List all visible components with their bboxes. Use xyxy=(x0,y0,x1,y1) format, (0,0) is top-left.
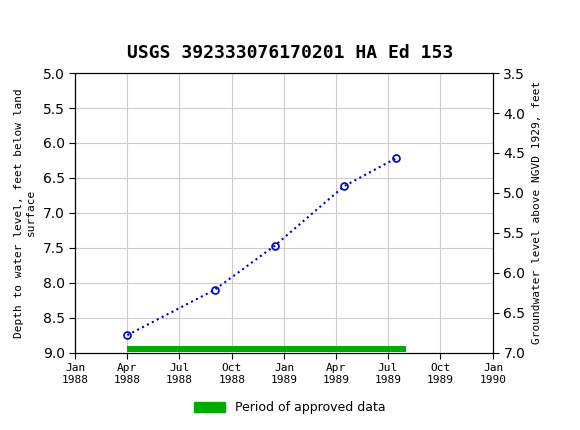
Bar xyxy=(128,346,405,352)
Text: USGS 392333076170201 HA Ed 153: USGS 392333076170201 HA Ed 153 xyxy=(127,44,453,62)
Text: ╳USGS: ╳USGS xyxy=(12,15,70,37)
Legend: Period of approved data: Period of approved data xyxy=(189,396,391,419)
Y-axis label: Groundwater level above NGVD 1929, feet: Groundwater level above NGVD 1929, feet xyxy=(532,81,542,344)
Y-axis label: Depth to water level, feet below land
surface: Depth to water level, feet below land su… xyxy=(14,88,36,338)
